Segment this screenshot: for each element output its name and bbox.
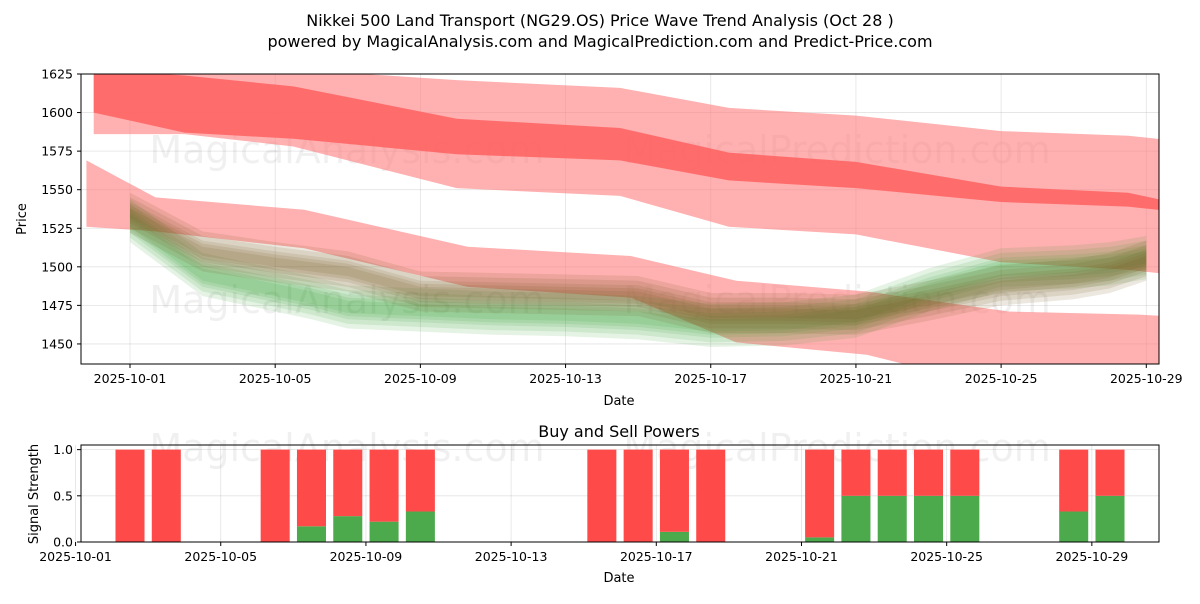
buy-power-bar xyxy=(369,521,399,542)
price-path-green-ribbon xyxy=(130,198,1147,348)
lower-wave-band xyxy=(86,160,1159,364)
buy-power-bar xyxy=(1059,511,1089,542)
sell-power-bar xyxy=(260,449,290,542)
sell-power-bar xyxy=(333,449,363,517)
sell-power-bar xyxy=(950,449,980,496)
price-path-brown-ribbon xyxy=(130,205,1147,323)
signal-y-tick-label: 1.0 xyxy=(53,442,73,457)
buy-power-bar xyxy=(877,495,907,542)
price-path-green-ribbon xyxy=(130,214,1147,332)
price-x-tick-label: 2025-10-01 xyxy=(94,371,167,386)
price-y-tick-label: 1475 xyxy=(41,298,73,313)
signal-bars xyxy=(115,449,1125,542)
price-y-tick-label: 1550 xyxy=(41,182,73,197)
watermark-prediction-bottom: MagicalPrediction.com xyxy=(623,426,1051,470)
sell-power-bar xyxy=(587,449,617,542)
sell-power-bar xyxy=(659,449,689,532)
price-x-tick-label: 2025-10-29 xyxy=(1110,371,1183,386)
price-y-tick-label: 1500 xyxy=(41,259,73,274)
signal-x-tick-label: 2025-10-05 xyxy=(184,549,257,564)
sell-power-bar xyxy=(115,449,145,542)
buy-power-bar xyxy=(405,511,435,542)
price-x-tick-label: 2025-10-13 xyxy=(529,371,602,386)
sell-power-bar xyxy=(1095,449,1125,496)
buy-power-bar xyxy=(659,531,689,542)
signal-axes: 0.0 0.5 1.0 2025-10-01 2025-10-05 2025-10-09 2… xyxy=(39,442,1128,564)
buy-power-bar xyxy=(333,516,363,542)
price-x-tick-label: 2025-10-17 xyxy=(674,371,747,386)
signal-y-axis-label: Signal Strength xyxy=(27,444,42,544)
sell-power-bar xyxy=(405,449,435,512)
price-y-tick-label: 1575 xyxy=(41,144,73,159)
price-y-tick-label: 1450 xyxy=(41,336,73,351)
sell-power-bar xyxy=(369,449,399,522)
price-path-brown-ribbon xyxy=(130,208,1147,320)
sell-power-bar xyxy=(914,449,944,496)
price-y-tick-label: 1625 xyxy=(41,67,73,82)
price-path-green-ribbon xyxy=(130,211,1147,335)
buy-power-bar xyxy=(950,495,980,542)
signal-x-tick-label: 2025-10-09 xyxy=(330,549,403,564)
sell-power-bar xyxy=(877,449,907,496)
sell-power-bar xyxy=(151,449,181,542)
chart-title-line-2: powered by MagicalAnalysis.com and Magic… xyxy=(267,32,932,51)
price-path-brown-ribbon xyxy=(130,197,1147,331)
buy-power-bar xyxy=(805,537,835,542)
signal-y-tick-label: 0.0 xyxy=(53,535,73,550)
sell-power-bar xyxy=(805,449,835,538)
price-path-green-ribbon xyxy=(130,203,1147,343)
price-x-axis-label: Date xyxy=(603,394,634,409)
signal-x-tick-label: 2025-10-13 xyxy=(475,549,548,564)
signal-plot-frame xyxy=(80,444,1160,543)
sell-power-bar xyxy=(1059,449,1089,512)
price-x-tick-label: 2025-10-21 xyxy=(820,371,893,386)
signal-x-axis-label: Date xyxy=(603,571,634,586)
price-x-tick-label: 2025-10-09 xyxy=(384,371,457,386)
price-path-green-ribbon xyxy=(130,208,1147,338)
signal-y-tick-label: 0.5 xyxy=(53,488,73,503)
signal-x-tick-label: 2025-10-25 xyxy=(910,549,983,564)
price-y-tick-label: 1600 xyxy=(41,105,73,120)
price-path-brown-ribbon xyxy=(130,192,1147,335)
sell-power-bar xyxy=(623,449,653,542)
price-plot-frame xyxy=(80,73,1160,365)
signal-x-tick-label: 2025-10-29 xyxy=(1056,549,1129,564)
sell-power-bar xyxy=(296,449,326,527)
price-axes: 1450 1475 1500 1525 1550 1575 1600 1625 2025-10-… xyxy=(41,67,1182,387)
signal-x-tick-label: 2025-10-01 xyxy=(39,549,112,564)
price-y-tick-label: 1525 xyxy=(41,221,73,236)
price-x-tick-label: 2025-10-25 xyxy=(965,371,1038,386)
buy-power-bar xyxy=(1095,495,1125,542)
upper-wave-band-core xyxy=(93,74,1159,210)
sell-power-bar xyxy=(696,449,726,542)
buy-power-bar xyxy=(841,495,871,542)
price-y-axis-label: Price xyxy=(15,203,30,235)
signal-x-tick-label: 2025-10-17 xyxy=(620,549,693,564)
price-series xyxy=(86,74,1159,364)
sell-power-bar xyxy=(841,449,871,496)
signal-chart-title: Buy and Sell Powers xyxy=(538,422,700,441)
price-x-tick-label: 2025-10-05 xyxy=(239,371,312,386)
chart-title-line-1: Nikkei 500 Land Transport (NG29.OS) Pric… xyxy=(306,11,893,30)
signal-watermarks: MagicalAnalysis.com MagicalPrediction.co… xyxy=(149,426,1050,470)
price-path-brown-ribbon xyxy=(130,202,1147,326)
signal-x-tick-label: 2025-10-21 xyxy=(765,549,838,564)
buy-power-bar xyxy=(296,526,326,542)
buy-power-bar xyxy=(914,495,944,542)
